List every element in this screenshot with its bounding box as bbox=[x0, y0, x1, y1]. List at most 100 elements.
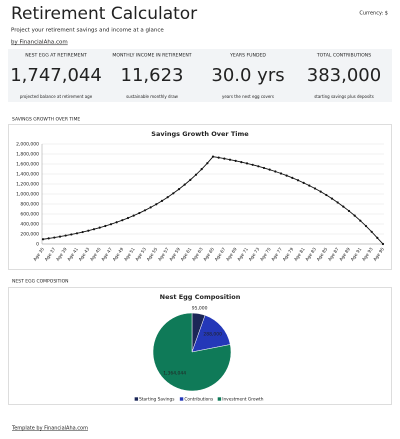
point bbox=[189, 178, 192, 181]
point bbox=[228, 158, 232, 161]
legend-swatch bbox=[179, 397, 184, 401]
point bbox=[126, 216, 130, 220]
point bbox=[47, 237, 50, 240]
point bbox=[70, 233, 73, 236]
point bbox=[194, 173, 198, 176]
point bbox=[183, 183, 186, 186]
point bbox=[160, 199, 164, 202]
point bbox=[172, 192, 175, 195]
point bbox=[87, 229, 90, 232]
kpi-label: TOTAL CONTRIBUTIONS bbox=[316, 53, 371, 59]
point bbox=[81, 230, 84, 234]
point bbox=[364, 224, 368, 228]
chart-title: Nest Egg Composition bbox=[160, 293, 241, 301]
point bbox=[291, 176, 294, 179]
point bbox=[274, 170, 277, 173]
y-tick-label: 2,000,000 bbox=[16, 142, 39, 148]
point bbox=[240, 161, 243, 164]
point bbox=[200, 168, 203, 171]
point bbox=[217, 156, 220, 159]
y-tick-label: 1,200,000 bbox=[16, 182, 39, 188]
point bbox=[138, 211, 141, 215]
point bbox=[109, 223, 113, 226]
point bbox=[302, 181, 305, 184]
point bbox=[211, 155, 215, 158]
kpi-value: 1,747,044 bbox=[10, 65, 102, 86]
legend-swatch bbox=[134, 397, 139, 401]
point bbox=[115, 221, 118, 224]
chart-card bbox=[8, 124, 392, 270]
point bbox=[98, 226, 101, 229]
point bbox=[342, 205, 345, 208]
point bbox=[58, 235, 62, 238]
point bbox=[285, 174, 288, 177]
y-tick-label: 200,000 bbox=[20, 232, 39, 238]
point bbox=[381, 242, 385, 246]
legend-swatch bbox=[217, 397, 222, 401]
kpi-label: YEARS FUNDED bbox=[229, 53, 266, 59]
slice-label: 288,000 bbox=[203, 332, 222, 338]
point bbox=[262, 166, 266, 170]
point bbox=[92, 228, 96, 231]
point bbox=[143, 209, 147, 212]
point bbox=[223, 157, 226, 160]
point bbox=[319, 190, 322, 193]
y-tick-label: 600,000 bbox=[20, 212, 39, 218]
point bbox=[257, 165, 260, 168]
point bbox=[149, 206, 152, 209]
byline-link[interactable]: by FinancialAha.com bbox=[11, 40, 68, 46]
y-tick-label: 1,000,000 bbox=[16, 192, 39, 198]
point bbox=[234, 159, 237, 162]
point bbox=[370, 230, 373, 233]
point bbox=[121, 219, 124, 222]
y-tick-label: 1,600,000 bbox=[16, 162, 39, 168]
point bbox=[336, 201, 339, 204]
point bbox=[308, 184, 311, 187]
kpi-value: 11,623 bbox=[121, 65, 184, 86]
point bbox=[296, 179, 300, 182]
point bbox=[155, 203, 158, 206]
slice-label: 1,364,044 bbox=[163, 371, 186, 377]
point bbox=[245, 162, 249, 165]
pie-slice bbox=[152, 312, 232, 392]
kpi-panel bbox=[8, 49, 392, 102]
point bbox=[132, 214, 135, 217]
kpi-label: NEST EGG AT RETIREMENT bbox=[25, 53, 87, 59]
section-heading: SAVINGS GROWTH OVER TIME bbox=[12, 117, 80, 123]
point bbox=[53, 236, 56, 239]
point bbox=[104, 224, 107, 228]
currency: Currency: $ bbox=[359, 11, 388, 17]
point bbox=[268, 168, 271, 171]
slice-label: 95,000 bbox=[192, 305, 208, 311]
legend-label: Starting Savings bbox=[139, 397, 175, 403]
page-title: Retirement Calculator bbox=[11, 4, 197, 24]
point bbox=[359, 219, 362, 222]
footer-link[interactable]: Template by FinancialAha.com bbox=[11, 426, 88, 432]
y-tick-label: 400,000 bbox=[20, 222, 39, 228]
kpi-label: MONTHLY INCOME IN RETIREMENT bbox=[112, 53, 191, 59]
kpi-caption: sustainable monthly draw bbox=[126, 94, 179, 99]
y-tick-label: 1,800,000 bbox=[16, 152, 39, 158]
point bbox=[353, 214, 356, 217]
section-heading: NEST EGG COMPOSITION bbox=[12, 279, 68, 285]
point bbox=[376, 236, 379, 239]
chart-title: Savings Growth Over Time bbox=[151, 130, 249, 138]
point bbox=[64, 234, 67, 237]
y-tick-label: 0 bbox=[36, 242, 39, 248]
point bbox=[325, 193, 328, 197]
point bbox=[251, 163, 254, 166]
point bbox=[41, 238, 45, 241]
y-tick-label: 1,400,000 bbox=[16, 172, 39, 178]
kpi-caption: starting savings plus deposits bbox=[314, 94, 374, 99]
kpi-caption: years the nest egg covers bbox=[222, 94, 274, 99]
point bbox=[177, 188, 181, 191]
legend-label: Contributions bbox=[184, 397, 214, 403]
point bbox=[313, 187, 317, 190]
point bbox=[330, 197, 334, 200]
kpi-value: 383,000 bbox=[307, 65, 381, 86]
point bbox=[206, 162, 209, 165]
point bbox=[347, 209, 351, 213]
kpi-caption: projected balance at retirement age bbox=[20, 94, 93, 99]
